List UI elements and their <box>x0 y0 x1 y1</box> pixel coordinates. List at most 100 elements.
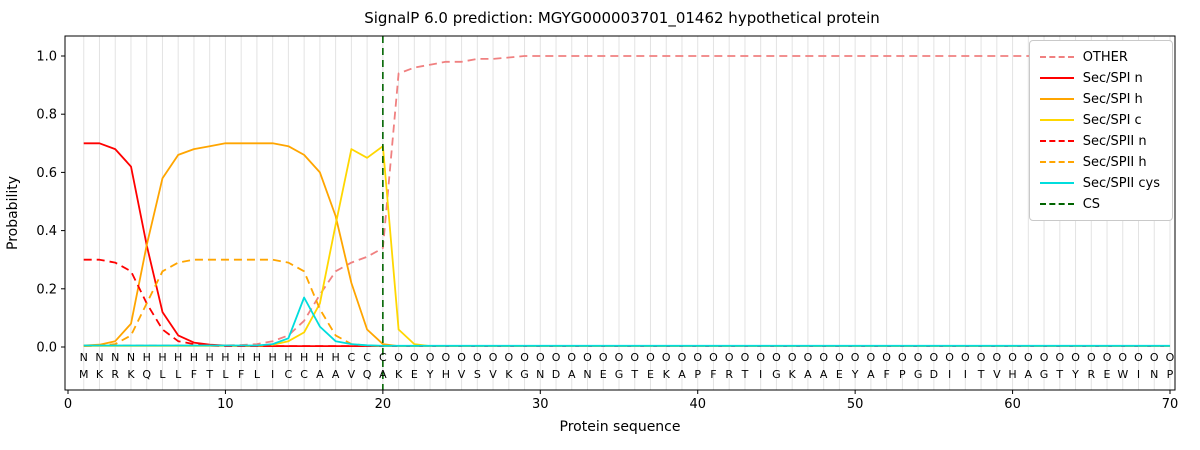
legend-item-sec-spii-cys: Sec/SPII cys <box>1039 175 1160 191</box>
sequence-letter: H <box>442 368 450 381</box>
y-tick-label: 1.0 <box>36 50 57 65</box>
sequence-letters-layer: NMNKNRNKHQHLHLHFHTHLHFHLHIHCHCHAHACVCQCA… <box>79 351 1175 381</box>
sequence-letter: I <box>948 368 951 381</box>
sequence-letter: P <box>1167 368 1174 381</box>
region-letter: O <box>615 351 624 364</box>
region-letter: O <box>1024 351 1033 364</box>
region-letter: N <box>111 351 119 364</box>
sequence-letter: D <box>552 368 560 381</box>
region-letter: C <box>348 351 356 364</box>
sequence-letter: D <box>930 368 938 381</box>
sequence-letter: I <box>759 368 762 381</box>
sequence-letter: Q <box>363 368 372 381</box>
sequence-letter: V <box>458 368 466 381</box>
region-letter: O <box>961 351 970 364</box>
sequence-letter: V <box>993 368 1001 381</box>
legend-label: OTHER <box>1082 49 1128 65</box>
sequence-letter: W <box>1117 368 1128 381</box>
sequence-letter: A <box>867 368 875 381</box>
region-letter: O <box>426 351 435 364</box>
legend-label: Sec/SPI h <box>1082 91 1143 107</box>
region-letter: O <box>646 351 655 364</box>
sequence-letter: K <box>96 368 104 381</box>
sequence-letter: T <box>630 368 638 381</box>
legend-line-sample <box>1039 56 1074 58</box>
region-letter: O <box>851 351 860 364</box>
legend-item-sec-spi-h: Sec/SPI h <box>1039 91 1160 107</box>
region-letter: O <box>678 351 687 364</box>
sequence-letter: V <box>348 368 356 381</box>
legend-label: Sec/SPI c <box>1082 112 1142 128</box>
x-tick-label: 20 <box>375 397 392 412</box>
sequence-letter: G <box>914 368 923 381</box>
sequence-letter: A <box>820 368 828 381</box>
region-letter: O <box>914 351 923 364</box>
region-letter: O <box>1118 351 1127 364</box>
region-letter: O <box>882 351 891 364</box>
region-letter: H <box>331 351 339 364</box>
legend-label: Sec/SPII h <box>1082 154 1147 170</box>
region-letter: O <box>630 351 639 364</box>
region-letter: O <box>693 351 702 364</box>
legend-label: CS <box>1082 196 1101 212</box>
region-letter: H <box>158 351 166 364</box>
sequence-letter: T <box>205 368 213 381</box>
sequence-letter: R <box>1087 368 1095 381</box>
sequence-letter: I <box>271 368 274 381</box>
region-letter: H <box>206 351 214 364</box>
sequence-letter: L <box>159 368 166 381</box>
sequence-letter: V <box>489 368 497 381</box>
region-letter: O <box>835 351 844 364</box>
x-tick-label: 50 <box>847 397 864 412</box>
sequence-letter: Y <box>851 368 859 381</box>
region-letter: O <box>804 351 813 364</box>
region-letter: H <box>174 351 182 364</box>
legend-line-sample <box>1039 182 1074 184</box>
region-letter: O <box>1055 351 1064 364</box>
region-letter: O <box>599 351 608 364</box>
sequence-letter: E <box>600 368 607 381</box>
y-axis-label: Probability <box>5 176 21 250</box>
legend-line-sample <box>1039 140 1074 142</box>
y-tick-label: 0.0 <box>36 341 57 356</box>
legend-label: Sec/SPI n <box>1082 70 1143 86</box>
region-letter: O <box>756 351 765 364</box>
sequence-letter: L <box>254 368 261 381</box>
region-letter: O <box>1134 351 1143 364</box>
region-letter: O <box>992 351 1001 364</box>
region-letter: H <box>237 351 245 364</box>
sequence-letter: Q <box>142 368 151 381</box>
sequence-letter: E <box>836 368 843 381</box>
sequence-letter: T <box>741 368 749 381</box>
sequence-letter: K <box>663 368 671 381</box>
sequence-letter: F <box>883 368 889 381</box>
region-letter: O <box>504 351 513 364</box>
axes-layer: 0.0 0.2 0.4 0.6 0.8 1.0 0 10 20 30 40 50 60 70 <box>36 35 1178 412</box>
sequence-letter: M <box>79 368 89 381</box>
region-letter: O <box>930 351 939 364</box>
y-tick-label: 0.4 <box>36 224 57 239</box>
legend-line-sample <box>1039 161 1074 163</box>
y-tick-label: 0.2 <box>36 282 57 297</box>
sequence-letter: P <box>694 368 701 381</box>
sequence-letter: A <box>316 368 324 381</box>
sequence-letter: I <box>1137 368 1140 381</box>
sequence-letter: A <box>804 368 812 381</box>
sequence-letter: E <box>1104 368 1111 381</box>
legend-box: OTHER Sec/SPI n Sec/SPI h Sec/SPI c Sec/SPII… <box>1028 40 1173 221</box>
series-line-sec-spii-cys <box>83 296 1170 347</box>
sequence-letter: N <box>1150 368 1158 381</box>
region-letter: O <box>725 351 734 364</box>
sequence-letter: L <box>175 368 182 381</box>
x-axis-label: Protein sequence <box>560 419 681 435</box>
series-line-sec-spii-n <box>83 258 1170 347</box>
sequence-letter: E <box>411 368 418 381</box>
region-letter: O <box>552 351 561 364</box>
region-letter: O <box>1166 351 1175 364</box>
sequence-letter: S <box>474 368 481 381</box>
region-letter: O <box>1103 351 1112 364</box>
sequence-letter: F <box>710 368 716 381</box>
legend-item-other: OTHER <box>1039 49 1160 65</box>
region-letter: C <box>363 351 371 364</box>
